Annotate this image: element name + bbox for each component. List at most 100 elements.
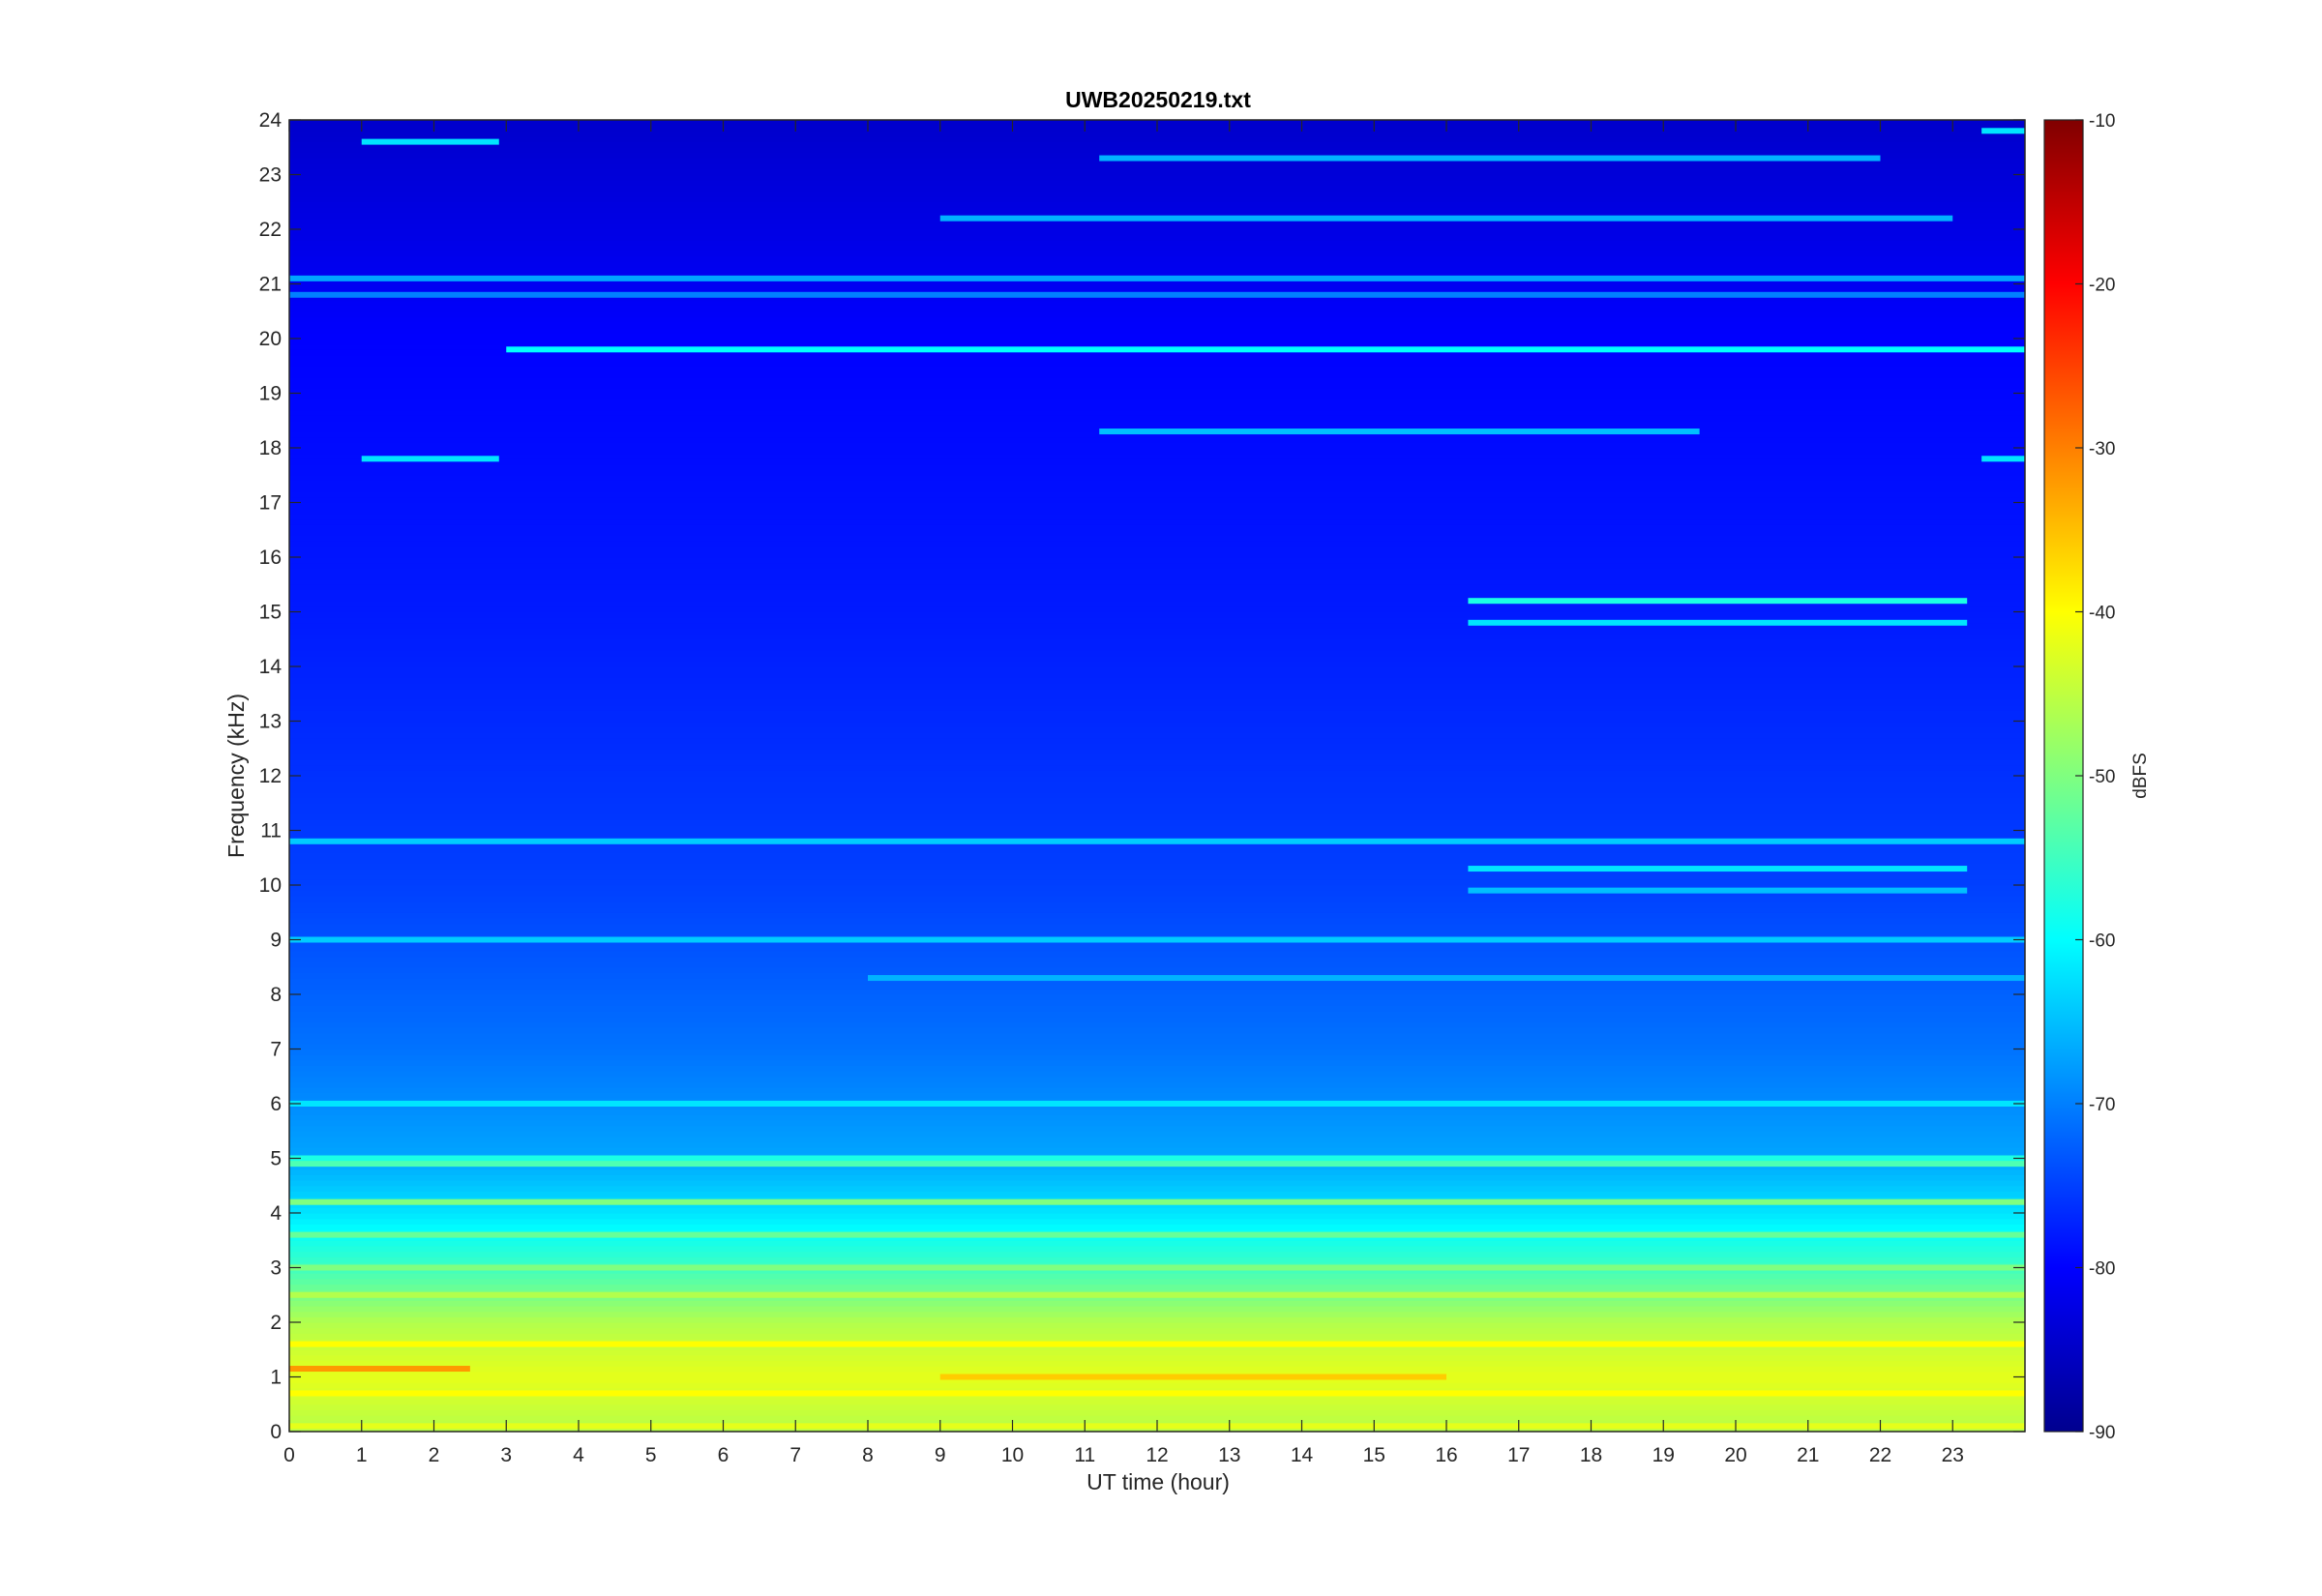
heatmap-band [289, 1092, 2025, 1099]
spectral-line [506, 346, 2025, 353]
heatmap-band [289, 256, 2025, 263]
y-tick-label: 17 [259, 492, 282, 515]
heatmap-band [289, 906, 2025, 913]
heatmap-band [289, 135, 2025, 143]
heatmap-band [289, 442, 2025, 449]
x-tick-label: 23 [1942, 1444, 1964, 1466]
heatmap-band [289, 1409, 2025, 1416]
x-tick-label: 1 [356, 1444, 368, 1466]
spectral-line [289, 1155, 2025, 1162]
heatmap-band [289, 557, 2025, 564]
heatmap-band [289, 496, 2025, 504]
heatmap-band [289, 1141, 2025, 1148]
y-tick-label: 10 [259, 874, 282, 897]
heatmap-band [289, 1087, 2025, 1094]
spectral-line [1468, 598, 1968, 605]
heatmap-band [289, 929, 2025, 935]
heatmap-band [289, 524, 2025, 531]
heatmap-band [289, 278, 2025, 285]
colorbar-tick-label: -90 [2089, 1423, 2115, 1443]
heatmap-band [289, 715, 2025, 723]
heatmap-band [289, 1256, 2025, 1263]
x-tick-label: 17 [1507, 1444, 1530, 1466]
x-tick-label: 2 [429, 1444, 440, 1466]
x-tick-label: 18 [1580, 1444, 1602, 1466]
heatmap-band [289, 813, 2025, 820]
heatmap-band [289, 797, 2025, 804]
spectral-line [289, 1390, 2025, 1397]
heatmap-band [289, 399, 2025, 405]
heatmap-band [289, 174, 2025, 181]
heatmap-band [289, 1114, 2025, 1121]
heatmap-band [289, 251, 2025, 257]
heatmap-band [289, 896, 2025, 902]
heatmap-band [289, 622, 2025, 630]
x-tick-label: 21 [1797, 1444, 1819, 1466]
heatmap-band [289, 1054, 2025, 1061]
heatmap-band [289, 1382, 2025, 1389]
heatmap-band [289, 869, 2025, 875]
heatmap-band [289, 475, 2025, 482]
heatmap-band [289, 463, 2025, 471]
heatmap-band [289, 486, 2025, 492]
x-tick-label: 4 [573, 1444, 584, 1466]
heatmap-band [289, 541, 2025, 547]
spectral-line [289, 275, 2025, 281]
heatmap-band [289, 1360, 2025, 1367]
y-tick-label: 6 [270, 1093, 282, 1115]
heatmap-band [289, 770, 2025, 777]
heatmap-band [289, 852, 2025, 859]
spectral-line [361, 138, 499, 145]
heatmap-band [289, 1415, 2025, 1422]
heatmap-band [289, 1119, 2025, 1127]
heatmap-band [289, 890, 2025, 897]
y-tick-label: 20 [259, 328, 282, 350]
heatmap-band [289, 310, 2025, 317]
heatmap-band [289, 1201, 2025, 1208]
y-tick-label: 23 [259, 164, 282, 187]
y-tick-label: 14 [259, 656, 283, 678]
spectral-line [289, 1366, 470, 1373]
heatmap-band [289, 1300, 2025, 1307]
heatmap-band [289, 436, 2025, 443]
y-tick-label: 4 [270, 1202, 282, 1225]
heatmap-band [289, 196, 2025, 203]
heatmap-band [289, 403, 2025, 411]
heatmap-band [289, 168, 2025, 176]
heatmap-band [289, 1108, 2025, 1115]
heatmap-band [289, 240, 2025, 247]
heatmap-band [289, 218, 2025, 224]
heatmap-band [289, 803, 2025, 810]
heatmap-band [289, 306, 2025, 312]
y-tick-label: 9 [270, 930, 282, 952]
y-tick-label: 19 [259, 383, 282, 405]
heatmap-band [289, 322, 2025, 329]
x-tick-label: 13 [1218, 1444, 1240, 1466]
heatmap-band [289, 901, 2025, 908]
heatmap-band [289, 1049, 2025, 1055]
heatmap-band [289, 759, 2025, 766]
x-tick-label: 10 [1001, 1444, 1024, 1466]
y-tick-label: 7 [270, 1039, 282, 1061]
heatmap-band [289, 912, 2025, 919]
heatmap-band [289, 1043, 2025, 1050]
colorbar-tick-label: -30 [2089, 439, 2115, 459]
x-tick-label: 19 [1652, 1444, 1675, 1466]
heatmap-band [289, 754, 2025, 760]
y-tick-label: 24 [259, 109, 283, 132]
heatmap-band [289, 529, 2025, 536]
heatmap-band [289, 1273, 2025, 1280]
heatmap-band [289, 791, 2025, 799]
heatmap-band [289, 650, 2025, 657]
heatmap-band [289, 409, 2025, 416]
heatmap-band [289, 698, 2025, 706]
y-axis-label: Frequency (kHz) [223, 694, 249, 858]
heatmap-band [289, 366, 2025, 372]
heatmap-band [289, 491, 2025, 498]
heatmap-band [289, 1366, 2025, 1373]
heatmap-band [289, 1344, 2025, 1350]
heatmap-band [289, 950, 2025, 958]
heatmap-band [289, 354, 2025, 362]
x-tick-label: 14 [1291, 1444, 1314, 1466]
heatmap-band [289, 508, 2025, 515]
